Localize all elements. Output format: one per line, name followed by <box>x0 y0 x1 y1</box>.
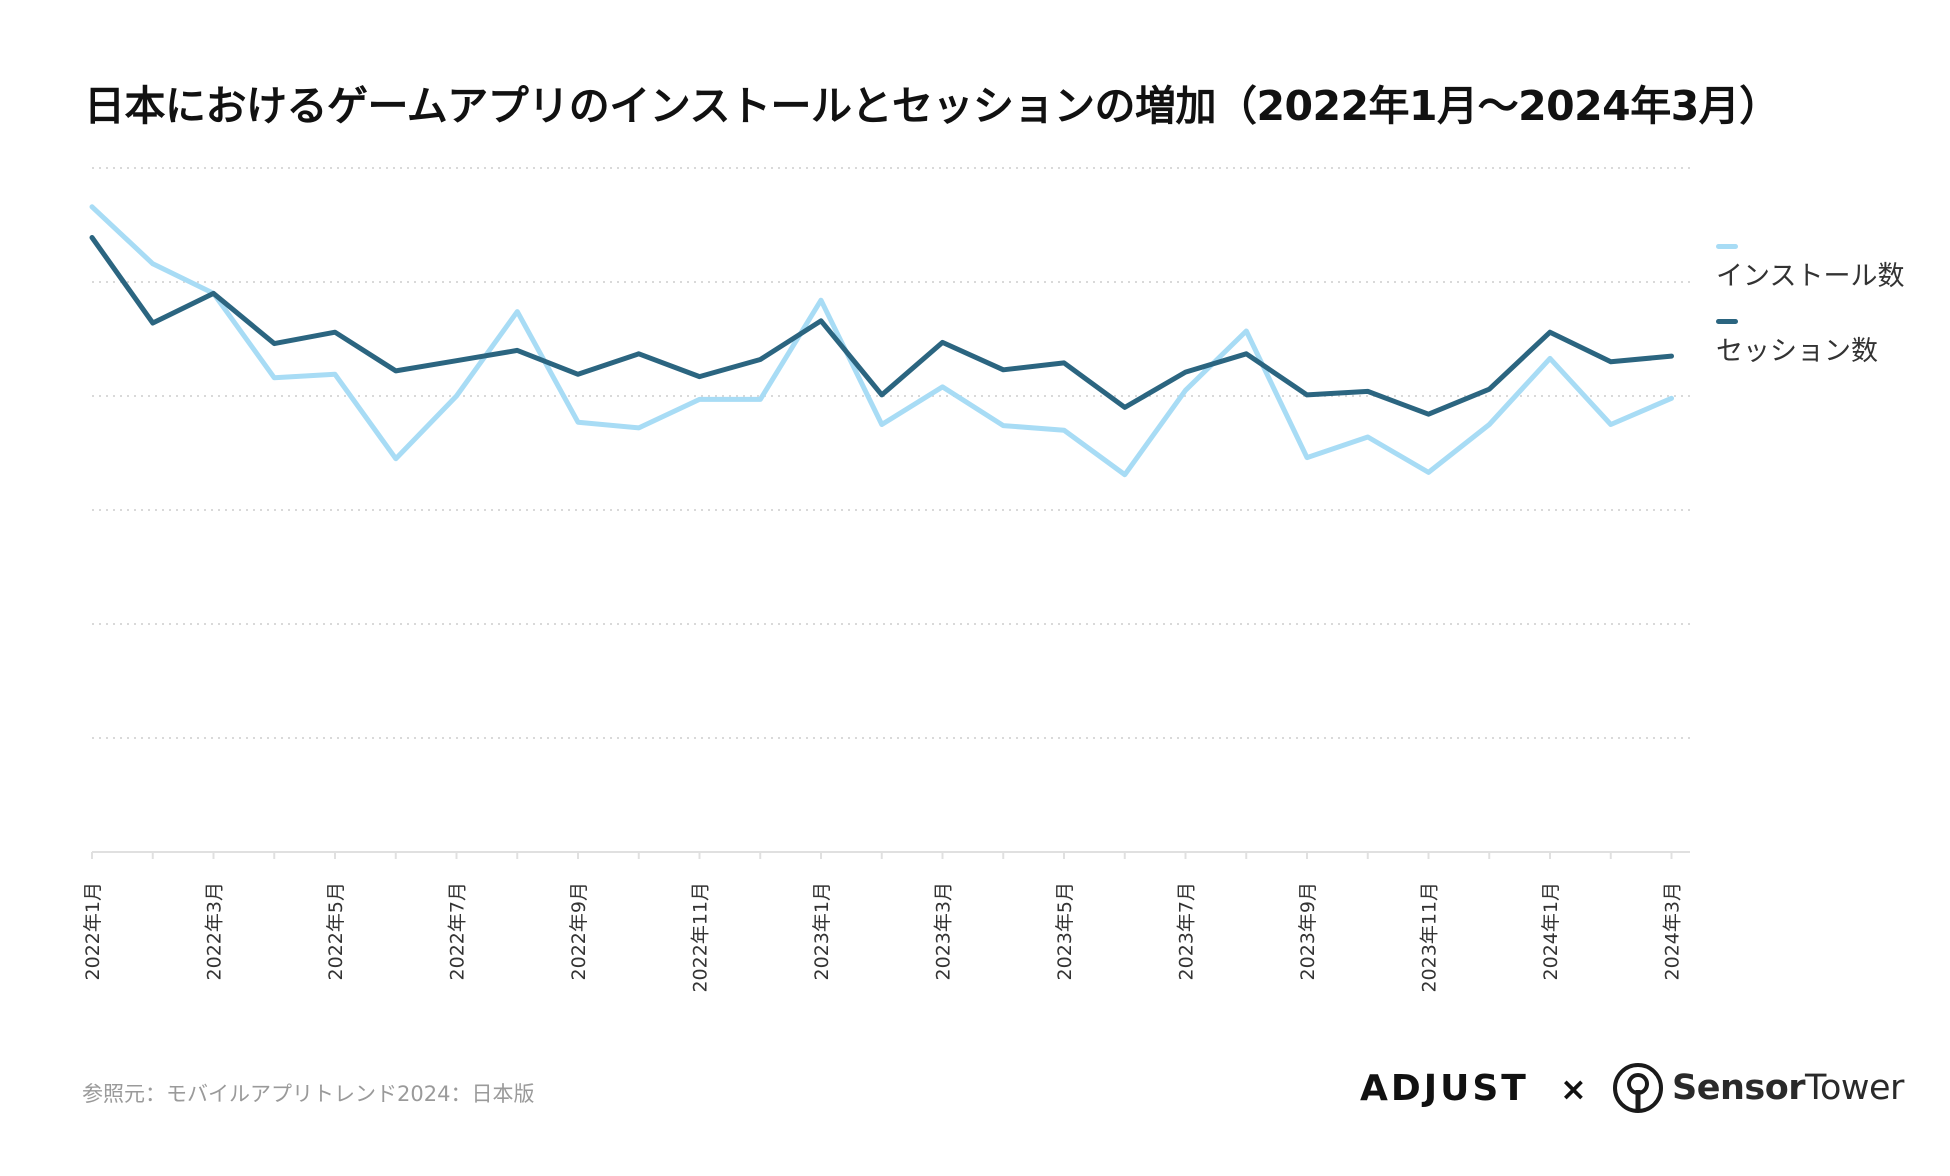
sensor-tower-wordmark-bold: Sensor <box>1672 1068 1806 1108</box>
x-tick-label: 2024年3月 <box>1662 882 1684 980</box>
brand-logos: ADJUST × SensorTower <box>1360 1060 1904 1120</box>
series-line-sessions <box>89 235 1674 417</box>
x-tick-label: 2023年9月 <box>1297 882 1319 980</box>
source-note: 参照元：モバイルアプリトレンド2024：日本版 <box>82 1082 535 1106</box>
sensor-tower-wordmark-regular: Tower <box>1805 1068 1904 1108</box>
legend-label-sessions: セッション数 <box>1716 336 1878 367</box>
x-tick-label: 2022年9月 <box>568 882 590 980</box>
x-tick-label: 2023年5月 <box>1054 882 1076 980</box>
line-chart: 2022年1月 2022年3月 2022年5月 2022年7月 2022年9月 2022年… <box>82 167 1690 993</box>
sensor-tower-icon <box>1613 1063 1663 1113</box>
legend-label-installs: インストール数 <box>1716 261 1905 292</box>
x-tick-label: 2022年7月 <box>447 882 469 980</box>
legend-swatch-installs <box>1716 244 1738 249</box>
x-tick-label: 2022年3月 <box>204 882 226 980</box>
x-tick-label: 2022年11月 <box>690 882 712 993</box>
x-tick-label: 2023年7月 <box>1176 882 1198 980</box>
x-tick-label: 2022年5月 <box>325 882 347 980</box>
gridlines <box>92 167 1690 739</box>
times-separator: × <box>1560 1070 1587 1108</box>
x-tick-label: 2024年1月 <box>1540 882 1562 980</box>
sensor-tower-wordmark: SensorTower <box>1672 1068 1904 1108</box>
chart-title: 日本におけるゲームアプリのインストールとセッションの増加（2022年1月〜202… <box>84 82 1780 130</box>
x-axis: 2022年1月 2022年3月 2022年5月 2022年7月 2022年9月 2022年… <box>82 851 1690 993</box>
series-lines <box>89 204 1674 478</box>
series-line-installs <box>89 204 1674 478</box>
x-tick-label: 2023年1月 <box>811 882 833 980</box>
x-tick-label: 2022年1月 <box>82 882 104 980</box>
legend-swatch-sessions <box>1716 319 1738 324</box>
x-tick-label: 2023年3月 <box>933 882 955 980</box>
adjust-logo: ADJUST <box>1360 1068 1529 1109</box>
x-tick-label: 2023年11月 <box>1419 882 1441 993</box>
